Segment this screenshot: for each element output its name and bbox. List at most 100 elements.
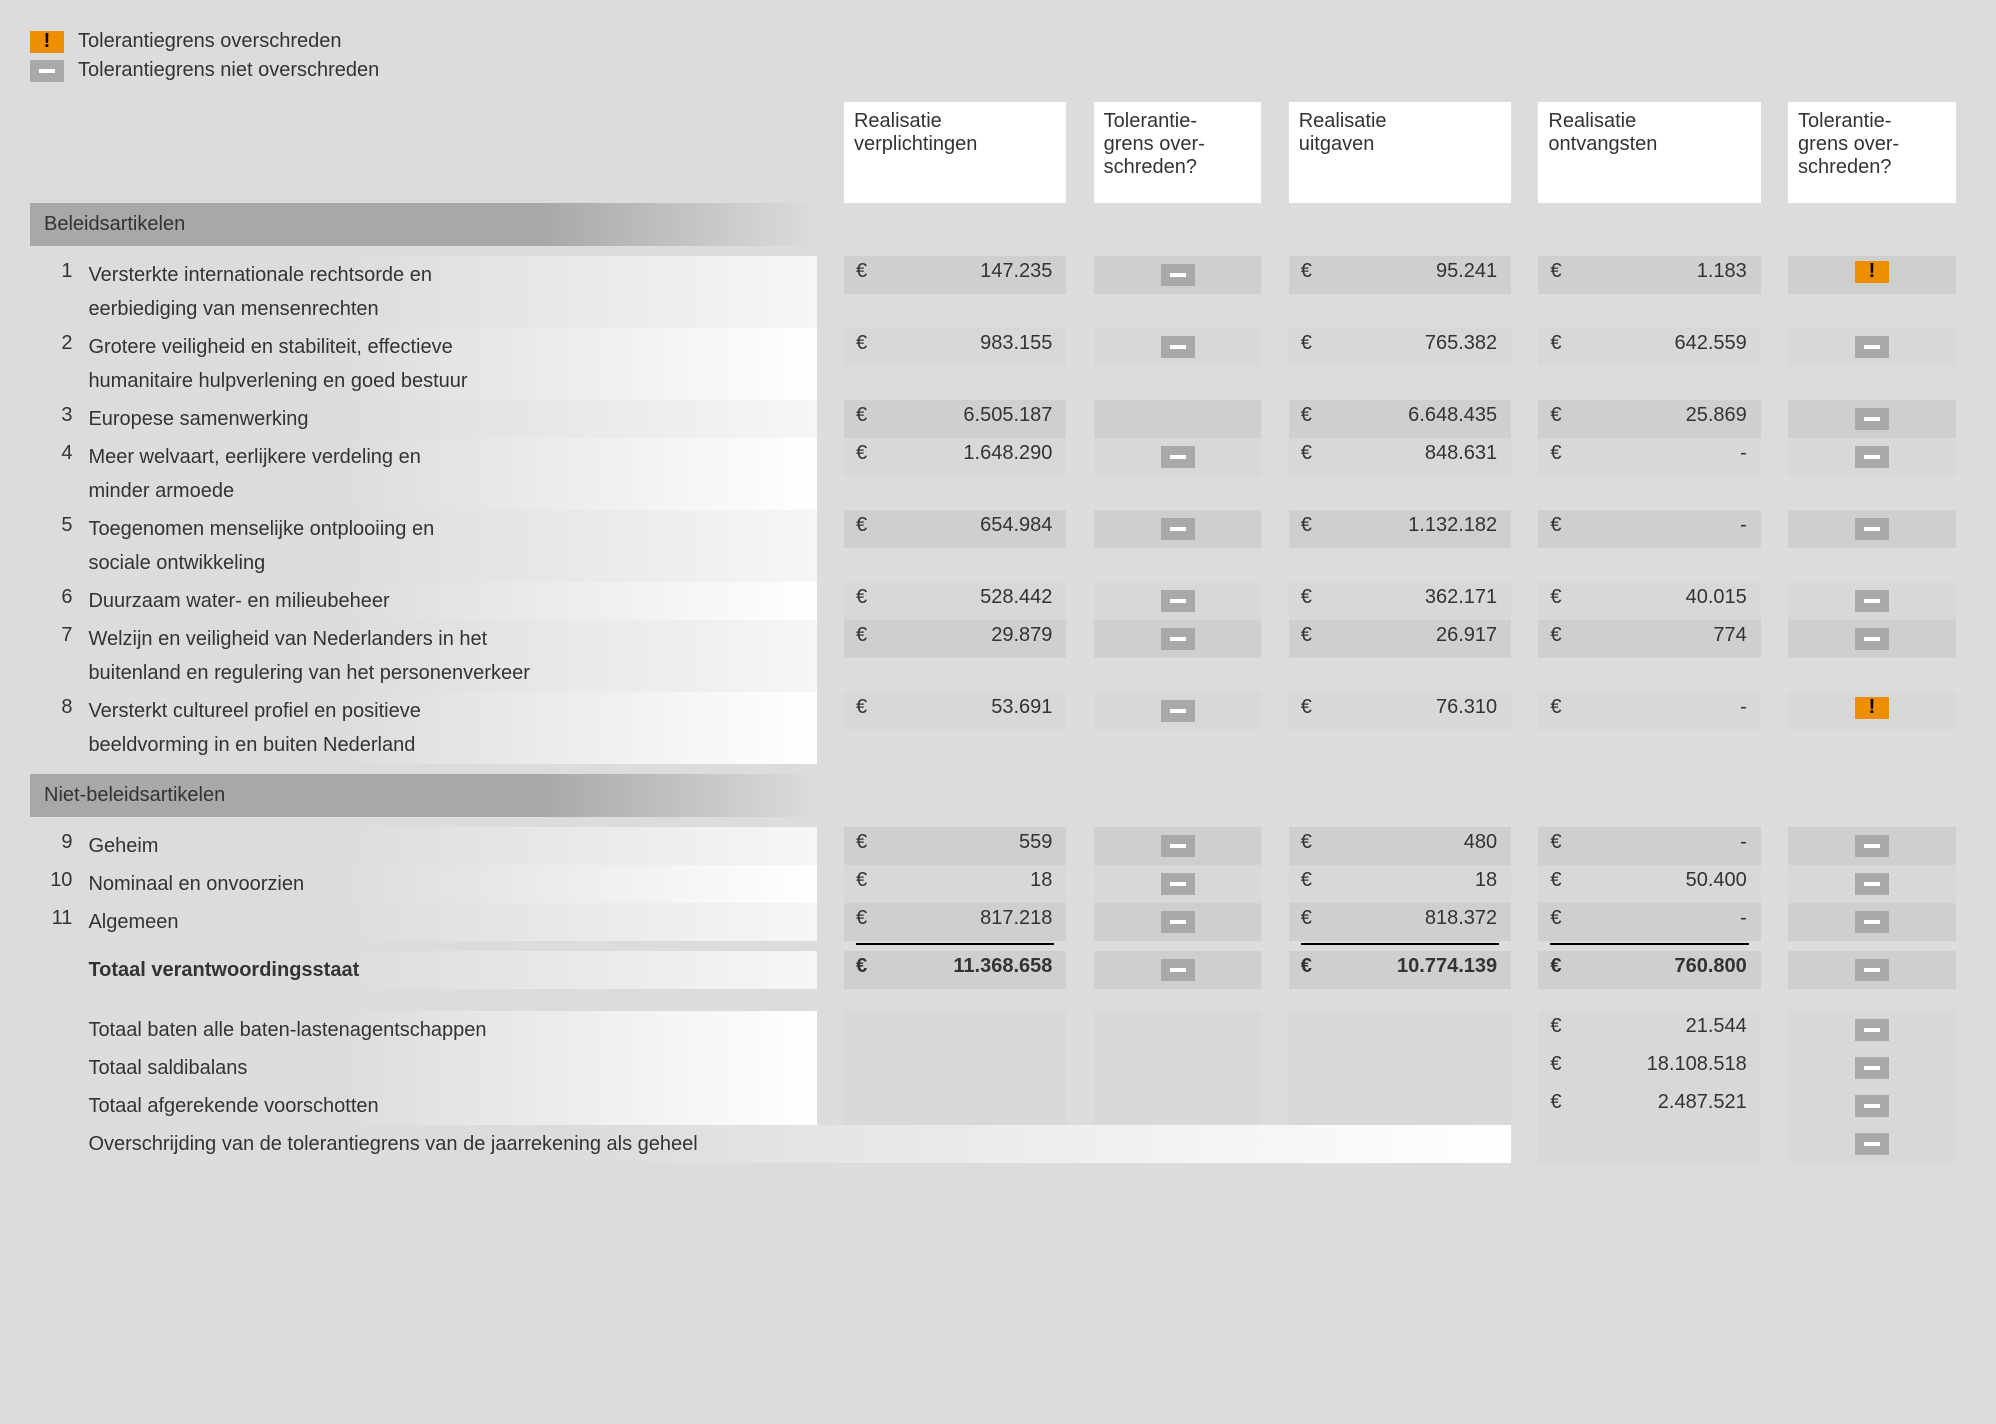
table-row: 1 Versterkte internationale rechtsorde e… (30, 256, 1956, 294)
amount-ontvangsten: - (1572, 438, 1761, 476)
indicator-1 (1094, 256, 1262, 294)
currency: € (1289, 400, 1323, 438)
indicator-2 (1788, 582, 1956, 620)
exceeded-icon: ! (1855, 261, 1889, 283)
amount-ontvangsten: 25.869 (1572, 400, 1761, 438)
amount-verplichtingen: 6.505.187 (878, 400, 1067, 438)
indicator-2 (1788, 865, 1956, 903)
not-exceeded-icon (1161, 628, 1195, 650)
not-exceeded-icon (1855, 1019, 1889, 1041)
amount-verplichtingen: 147.235 (878, 256, 1067, 294)
currency: € (1538, 400, 1572, 438)
currency: € (1538, 620, 1572, 658)
currency: € (1289, 510, 1323, 548)
currency: € (1289, 328, 1323, 366)
row-name-cont: buitenland en regulering van het persone… (82, 658, 816, 692)
amount-verplichtingen: 528.442 (878, 582, 1067, 620)
amount-uitgaven: 18 (1322, 865, 1511, 903)
currency: € (844, 400, 878, 438)
row-name: Grotere veiligheid en stabiliteit, effec… (82, 328, 816, 366)
table-row: 10 Nominaal en onvoorzien € 18 € 18 € 50… (30, 865, 1956, 903)
total-verplichtingen: 11.368.658 (878, 951, 1067, 989)
not-exceeded-icon (1855, 590, 1889, 612)
amount-uitgaven: 765.382 (1322, 328, 1511, 366)
table-row-cont: beeldvorming in en buiten Nederland (30, 730, 1956, 764)
data-table: Realisatieverplichtingen Tolerantie-gren… (30, 102, 1956, 1163)
currency: € (1538, 328, 1572, 366)
footer-ontvangsten (1572, 1125, 1761, 1163)
amount-verplichtingen: 1.648.290 (878, 438, 1067, 476)
indicator-2 (1788, 903, 1956, 941)
table-row: 8 Versterkt cultureel profiel en positie… (30, 692, 1956, 730)
not-exceeded-icon (1855, 1095, 1889, 1117)
row-name: Toegenomen menselijke ontplooiing en (82, 510, 816, 548)
not-exceeded-icon (1161, 590, 1195, 612)
not-exceeded-icon (1855, 408, 1889, 430)
row-name: Welzijn en veiligheid van Nederlanders i… (82, 620, 816, 658)
indicator-2 (1788, 400, 1956, 438)
currency: € (844, 903, 878, 941)
indicator-2 (1788, 328, 1956, 366)
indicator-1 (1094, 827, 1262, 865)
currency: € (1289, 438, 1323, 476)
col-tolerantie-2: Tolerantie-grens over-schreden? (1788, 102, 1956, 203)
not-exceeded-icon (1855, 446, 1889, 468)
footer-label: Totaal baten alle baten-lastenagentschap… (82, 1011, 816, 1049)
legend-not-exceeded: Tolerantiegrens niet overschreden (30, 59, 1956, 82)
currency: € (1289, 827, 1323, 865)
row-name-cont: beeldvorming in en buiten Nederland (82, 730, 816, 764)
table-row-cont: minder armoede (30, 476, 1956, 510)
amount-verplichtingen: 18 (878, 865, 1067, 903)
indicator-1 (1094, 438, 1262, 476)
not-exceeded-icon (1855, 336, 1889, 358)
amount-uitgaven: 480 (1322, 827, 1511, 865)
not-exceeded-icon (1161, 446, 1195, 468)
row-name: Europese samenwerking (82, 400, 816, 438)
indicator-1 (1094, 328, 1262, 366)
currency: € (1538, 582, 1572, 620)
not-exceeded-icon (1855, 1133, 1889, 1155)
currency: € (844, 620, 878, 658)
currency: € (1289, 256, 1323, 294)
indicator-1 (1094, 865, 1262, 903)
currency: € (1538, 827, 1572, 865)
currency: € (844, 692, 878, 730)
table-row: 2 Grotere veiligheid en stabiliteit, eff… (30, 328, 1956, 366)
row-name: Meer welvaart, eerlijkere verdeling en (82, 438, 816, 476)
row-number: 1 (30, 256, 82, 294)
amount-uitgaven: 95.241 (1322, 256, 1511, 294)
not-exceeded-icon (1161, 911, 1195, 933)
currency: € (844, 865, 878, 903)
footer-label: Overschrijding van de tolerantiegrens va… (82, 1125, 1511, 1163)
not-exceeded-icon (1161, 336, 1195, 358)
header-row: Realisatieverplichtingen Tolerantie-gren… (30, 102, 1956, 203)
exceeded-icon: ! (1855, 697, 1889, 719)
footer-indicator (1788, 1011, 1956, 1049)
not-exceeded-icon (1855, 911, 1889, 933)
row-number: 4 (30, 438, 82, 476)
indicator-1 (1094, 400, 1262, 438)
row-name-cont: minder armoede (82, 476, 816, 510)
indicator-1 (1094, 582, 1262, 620)
row-name: Algemeen (82, 903, 816, 941)
currency: € (844, 827, 878, 865)
row-name-cont: sociale ontwikkeling (82, 548, 816, 582)
amount-ontvangsten: - (1572, 903, 1761, 941)
section-beleidsartikelen: Beleidsartikelen (30, 203, 817, 246)
amount-ontvangsten: 1.183 (1572, 256, 1761, 294)
not-exceeded-icon (1855, 628, 1889, 650)
row-number: 7 (30, 620, 82, 658)
not-exceeded-icon (1855, 873, 1889, 895)
footer-ontvangsten: 2.487.521 (1572, 1087, 1761, 1125)
not-exceeded-icon (1161, 518, 1195, 540)
subtotal-rule (30, 941, 1956, 951)
amount-verplichtingen: 53.691 (878, 692, 1067, 730)
amount-ontvangsten: - (1572, 827, 1761, 865)
exceeded-icon: ! (30, 31, 64, 53)
row-number: 8 (30, 692, 82, 730)
row-name: Versterkte internationale rechtsorde en (82, 256, 816, 294)
total-indicator-1 (1094, 951, 1262, 989)
footer-row: Totaal afgerekende voorschotten € 2.487.… (30, 1087, 1956, 1125)
row-number: 6 (30, 582, 82, 620)
amount-uitgaven: 26.917 (1322, 620, 1511, 658)
